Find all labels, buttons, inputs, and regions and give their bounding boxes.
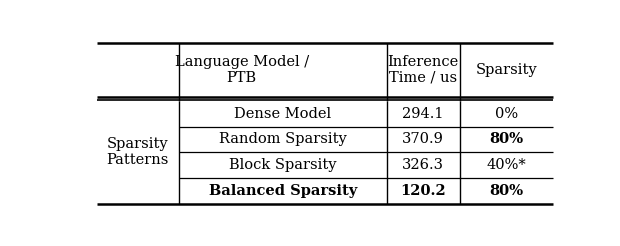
Text: 80%: 80% [489, 184, 523, 198]
Text: Language Model /
PTB: Language Model / PTB [175, 55, 309, 85]
Text: Balanced Sparsity: Balanced Sparsity [208, 184, 357, 198]
Text: 294.1: 294.1 [402, 107, 444, 121]
Text: Block Sparsity: Block Sparsity [229, 158, 337, 172]
Text: Random Sparsity: Random Sparsity [219, 132, 347, 146]
Text: 80%: 80% [489, 132, 523, 146]
Text: 370.9: 370.9 [402, 132, 444, 146]
Text: 40%*: 40%* [487, 158, 526, 172]
Text: Sparsity
Patterns: Sparsity Patterns [107, 137, 169, 167]
Text: Dense Model: Dense Model [234, 107, 331, 121]
Text: Inference
Time / us: Inference Time / us [388, 55, 459, 85]
Text: Sparsity: Sparsity [476, 63, 537, 77]
Text: 0%: 0% [495, 107, 518, 121]
Text: 326.3: 326.3 [402, 158, 444, 172]
Text: 120.2: 120.2 [401, 184, 446, 198]
